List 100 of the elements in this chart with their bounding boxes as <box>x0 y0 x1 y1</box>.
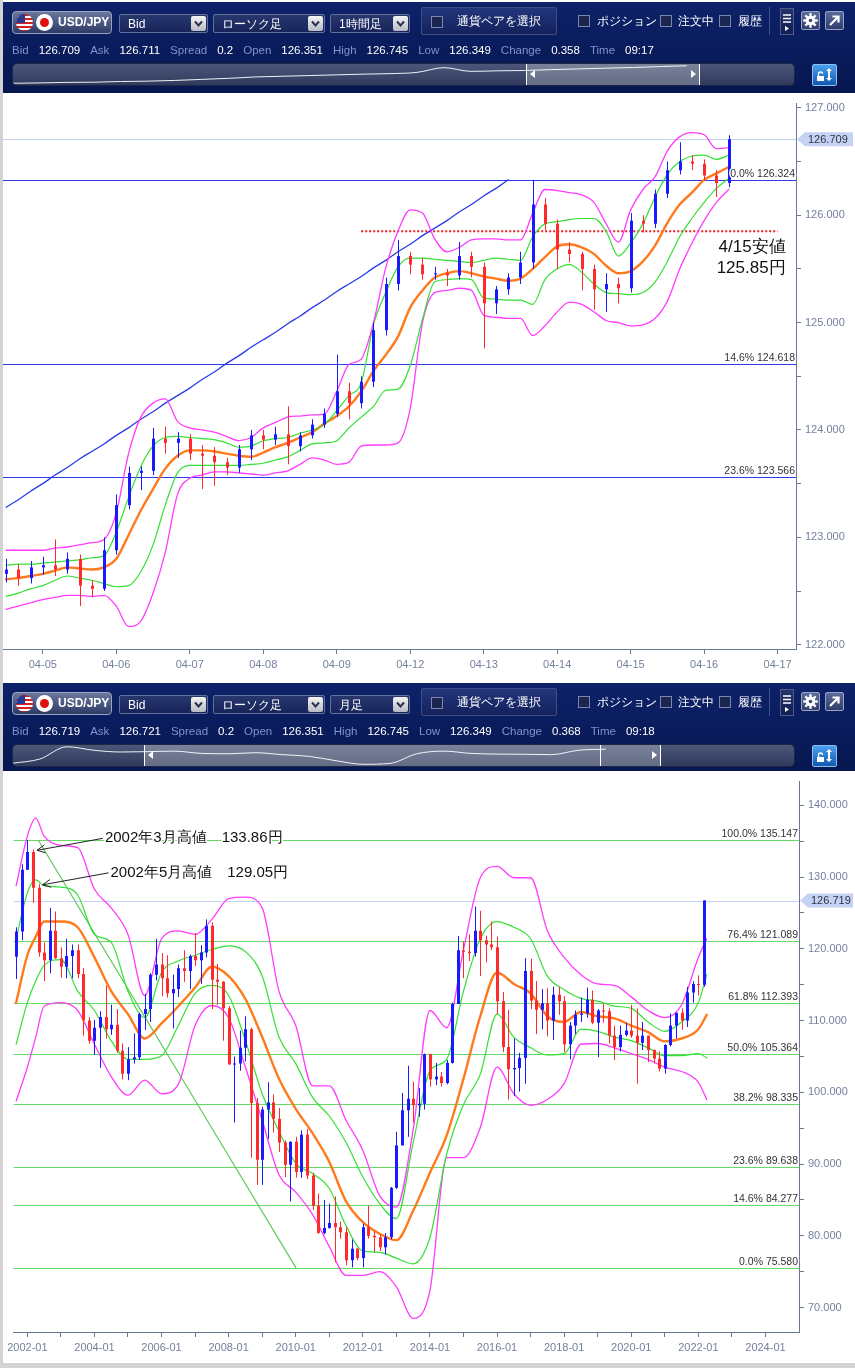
candlestick <box>360 375 363 410</box>
candlestick <box>348 382 351 420</box>
candlestick <box>580 997 583 1023</box>
x-tick-label: 2010-01 <box>275 1340 316 1353</box>
x-tick-label: 04-15 <box>616 657 645 670</box>
candlestick <box>200 944 203 985</box>
candlestick <box>334 1195 337 1263</box>
candlestick <box>462 941 465 979</box>
candlestick <box>189 954 192 990</box>
x-tick-label: 2008-01 <box>208 1340 249 1353</box>
candlestick <box>43 941 46 982</box>
candlestick <box>407 1065 410 1138</box>
candlestick <box>177 964 180 998</box>
candlestick <box>17 563 20 587</box>
line-series <box>15 1001 708 1320</box>
candlestick <box>474 905 477 958</box>
x-tick-label: 2006-01 <box>141 1340 182 1353</box>
button: 通貨ペアを選択 <box>421 7 557 35</box>
candlestick <box>679 141 682 175</box>
annotation: 4/15安値 125.85円 <box>716 236 786 277</box>
candlestick <box>586 987 589 1019</box>
candlestick <box>581 251 584 291</box>
button: USD/JPY <box>12 692 112 715</box>
text: Bid <box>12 43 29 57</box>
candlestick <box>446 1059 449 1085</box>
dropdown: ローソク足 <box>213 14 325 33</box>
candlestick <box>262 429 265 450</box>
text: 126.719 Ask 126.721 Spread 0.2 Open 126.351 High 126.745 Low 126.349 Change 0.368 Time 09:18 <box>38 725 655 737</box>
candlestick <box>88 1016 91 1045</box>
candlestick <box>421 257 424 281</box>
candlestick <box>518 1052 521 1093</box>
candlestick <box>681 1007 684 1031</box>
x-tick-label: 2012-01 <box>342 1340 384 1353</box>
y-tick-label: 140.000 <box>808 798 848 811</box>
candlestick <box>93 1019 96 1056</box>
candlestick <box>597 1008 600 1058</box>
candlestick <box>267 1081 270 1140</box>
candlestick <box>458 241 461 281</box>
candlestick <box>664 1043 667 1075</box>
x-tick-label: 04-14 <box>543 657 572 670</box>
candlestick <box>507 272 510 296</box>
candlestick <box>605 272 608 313</box>
candlestick <box>558 986 561 1016</box>
candlestick <box>641 1021 644 1051</box>
text: 注文中 <box>678 695 714 709</box>
candlestick <box>5 558 8 583</box>
candlestick <box>647 1035 650 1063</box>
y-tick-label: 122.000 <box>805 637 845 650</box>
candlestick <box>675 1012 678 1039</box>
candlestick <box>490 921 493 951</box>
candlestick <box>323 1199 326 1235</box>
x-tick-label: 2014-01 <box>409 1340 451 1353</box>
text: 注文中 <box>678 14 714 28</box>
x-tick-label: 2018-01 <box>543 1340 585 1353</box>
candlestick <box>666 161 669 199</box>
button: 通貨ペアを選択 <box>421 688 557 716</box>
y-tick-label: 126.000 <box>805 208 845 221</box>
candlestick <box>544 197 547 231</box>
x-tick-label: 04-13 <box>469 657 498 670</box>
candlestick <box>244 1015 247 1062</box>
candlestick <box>519 251 522 285</box>
candlestick <box>351 1238 354 1268</box>
candlestick <box>66 551 69 575</box>
dropdown: Bid <box>119 14 208 33</box>
y-tick-label: 110.000 <box>808 1013 847 1026</box>
x-tick-label: 04-06 <box>102 657 131 670</box>
y-tick-label: 124.000 <box>805 423 845 436</box>
candlestick <box>172 974 175 1029</box>
ref-line-label: 126.709 <box>808 132 848 145</box>
candlestick <box>546 987 549 1037</box>
candlestick <box>479 910 482 977</box>
candlestick <box>121 1043 124 1080</box>
ref-line-label: 23.6% 123.566 <box>724 463 796 476</box>
candlestick <box>127 1046 130 1081</box>
candlestick <box>65 938 68 979</box>
x-tick-label: 04-08 <box>249 657 278 670</box>
candlestick <box>278 1107 281 1153</box>
candlestick <box>201 444 204 490</box>
candlestick <box>619 1025 622 1052</box>
candlestick <box>495 285 498 315</box>
ref-line-label: 38.2% 98.335 <box>733 1091 799 1104</box>
candlestick <box>26 839 29 871</box>
ref-line-label: 100.0% 135.147 <box>721 827 799 840</box>
candlestick <box>213 446 216 487</box>
y-tick-label: 127.000 <box>805 100 845 113</box>
candlestick <box>568 241 571 263</box>
line-series <box>15 879 708 1220</box>
candlestick <box>299 431 302 452</box>
y-tick-label: 70.000 <box>808 1300 842 1313</box>
x-tick-label: 04-16 <box>690 657 719 670</box>
ref-line-label: 76.4% 121.089 <box>727 927 799 940</box>
candlestick <box>238 444 241 474</box>
candlestick <box>336 354 339 418</box>
line-series <box>14 920 708 1242</box>
x-tick-label: 2022-01 <box>678 1340 719 1353</box>
candlestick <box>183 949 186 983</box>
candlestick <box>194 932 197 967</box>
candlestick <box>284 1139 287 1178</box>
candlestick <box>541 988 544 1030</box>
ref-line-label: 126.719 <box>811 894 851 907</box>
